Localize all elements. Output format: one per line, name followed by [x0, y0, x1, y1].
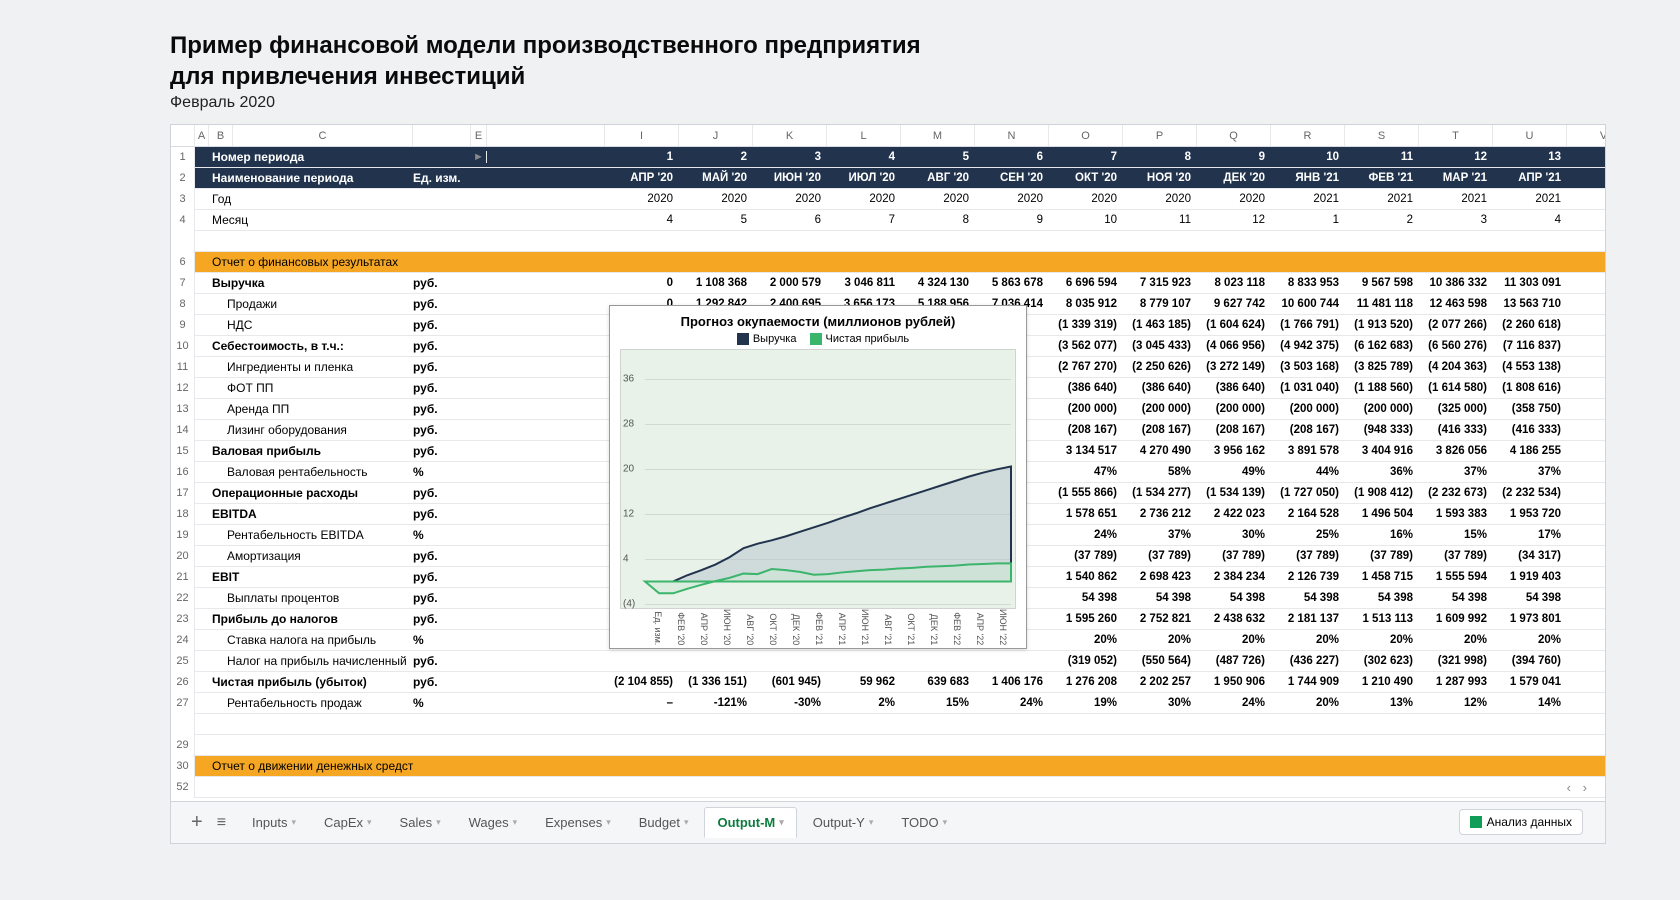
page-title-line2: для привлечения инвестиций [170, 61, 1680, 92]
spreadsheet-window: ABCEIJKLMNOPQRSTUV 1Номер периода►123456… [170, 124, 1606, 844]
chart-x-labels: Ед. изм.ФЕВ '20АПР '20ИЮН '20АВГ '20ОКТ … [620, 609, 1016, 645]
tab-sales[interactable]: Sales ▾ [388, 807, 453, 838]
tab-output-m[interactable]: Output-M ▾ [704, 807, 796, 838]
legend-swatch-revenue [737, 333, 749, 345]
scroll-left-icon[interactable]: ‹ [1567, 780, 1571, 795]
scroll-right-icon[interactable]: › [1583, 780, 1587, 795]
tab-expenses[interactable]: Expenses ▾ [533, 807, 623, 838]
legend-label-revenue: Выручка [753, 333, 797, 345]
page-subtitle: Февраль 2020 [170, 94, 1680, 112]
column-header-row: ABCEIJKLMNOPQRSTUV [171, 125, 1605, 147]
chart-legend: Выручка Чистая прибыль [620, 333, 1016, 345]
chart-overlay[interactable]: Прогноз окупаемости (миллионов рублей) В… [609, 305, 1027, 649]
analyse-label: Анализ данных [1487, 815, 1572, 829]
all-sheets-icon[interactable]: ≡ [213, 814, 238, 832]
tab-todo[interactable]: TODO ▾ [889, 807, 959, 838]
analyse-data-button[interactable]: Анализ данных [1459, 809, 1583, 835]
page-title-line1: Пример финансовой модели производственно… [170, 30, 1680, 61]
tab-inputs[interactable]: Inputs ▾ [240, 807, 308, 838]
chart-title: Прогноз окупаемости (миллионов рублей) [620, 314, 1016, 329]
tab-wages[interactable]: Wages ▾ [457, 807, 530, 838]
tab-budget[interactable]: Budget ▾ [627, 807, 701, 838]
analyse-icon [1470, 816, 1482, 828]
add-sheet-icon[interactable]: + [181, 811, 213, 834]
tab-bar: + ≡ Inputs ▾CapEx ▾Sales ▾Wages ▾Expense… [171, 801, 1605, 843]
tab-capex[interactable]: CapEx ▾ [312, 807, 384, 838]
chart-plot-area: 362820124(4) [620, 349, 1016, 609]
tab-output-y[interactable]: Output-Y ▾ [801, 807, 886, 838]
legend-label-profit: Чистая прибыль [826, 333, 910, 345]
legend-swatch-profit [810, 333, 822, 345]
